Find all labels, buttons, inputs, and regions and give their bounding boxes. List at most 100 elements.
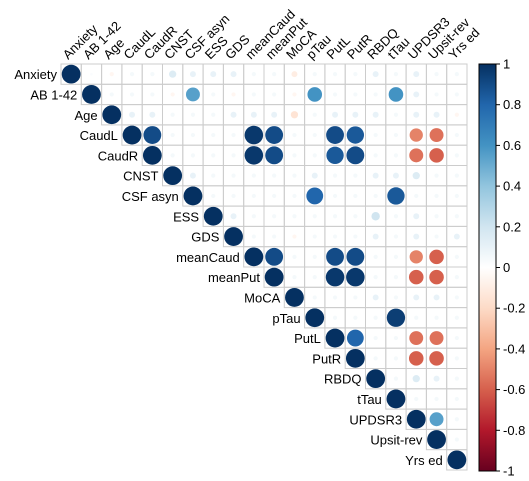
corr-circle-8-17 — [413, 233, 420, 240]
corr-circle-5-19 — [454, 173, 459, 178]
corr-circle-2-5 — [170, 112, 175, 117]
legend-tick-label: -0.2 — [503, 301, 525, 316]
corr-circle-11-15 — [372, 294, 379, 301]
corr-circle-0-19 — [454, 72, 459, 77]
corr-circle-1-1 — [82, 85, 101, 104]
corr-circle-10-14 — [346, 267, 365, 287]
corr-circle-1-2 — [109, 92, 114, 97]
corr-circle-4-10 — [265, 146, 284, 165]
corr-circle-10-19 — [454, 275, 459, 280]
row-label: Yrs ed — [405, 453, 443, 468]
corr-circle-1-17 — [413, 91, 420, 98]
corr-circle-2-8 — [230, 111, 237, 118]
corr-circle-2-12 — [312, 112, 317, 117]
corr-circle-4-13 — [326, 146, 344, 165]
corr-circle-1-19 — [454, 92, 459, 97]
corr-circle-9-9 — [244, 247, 264, 267]
corr-circle-3-12 — [312, 132, 317, 138]
corr-circle-6-7 — [211, 193, 216, 199]
row-label: meanPut — [208, 270, 260, 285]
row-label: GDS — [191, 230, 220, 245]
corr-circle-2-13 — [332, 111, 339, 118]
corr-circle-13-18 — [429, 331, 444, 346]
corr-circle-0-8 — [230, 71, 237, 78]
corr-circle-6-13 — [332, 193, 338, 199]
corr-circle-14-14 — [345, 348, 365, 368]
corr-circle-2-10 — [271, 111, 278, 118]
colorbar — [478, 63, 497, 472]
corr-circle-4-18 — [429, 148, 444, 163]
corr-circle-16-19 — [454, 396, 459, 402]
corr-circle-3-16 — [393, 132, 399, 138]
legend-tick-label: 0 — [503, 260, 510, 275]
corr-circle-12-18 — [434, 315, 439, 320]
corr-circle-14-17 — [408, 351, 424, 366]
corr-circle-0-6 — [189, 71, 196, 78]
corr-circle-16-16 — [386, 389, 406, 409]
corr-circle-0-12 — [312, 72, 317, 77]
corr-circle-6-14 — [353, 193, 358, 199]
corr-circle-3-14 — [346, 126, 365, 144]
corr-circle-4-7 — [211, 153, 216, 158]
corr-circle-8-16 — [393, 234, 399, 239]
corr-circle-3-6 — [190, 132, 196, 138]
corr-circle-8-11 — [292, 234, 297, 239]
corr-circle-8-14 — [353, 234, 358, 239]
corr-circle-14-16 — [393, 356, 399, 361]
corr-circle-6-11 — [292, 193, 297, 199]
corr-circle-10-12 — [312, 275, 317, 280]
corr-circle-3-11 — [292, 132, 297, 138]
corr-circle-8-8 — [224, 227, 243, 246]
corr-circle-5-15 — [372, 172, 379, 179]
corr-circle-15-15 — [366, 369, 386, 389]
corr-circle-0-15 — [372, 71, 379, 78]
corr-circle-6-17 — [414, 193, 419, 199]
corr-circle-2-18 — [433, 111, 440, 118]
corr-circle-2-11 — [290, 111, 299, 119]
corr-circle-15-16 — [393, 376, 399, 381]
legend-tick-label: 0.4 — [503, 179, 521, 194]
corr-circle-13-13 — [325, 328, 345, 348]
corr-circle-13-15 — [373, 335, 378, 341]
corr-circle-8-13 — [332, 234, 338, 239]
corr-circle-12-14 — [353, 315, 358, 320]
corr-circle-9-18 — [429, 249, 444, 265]
corr-circle-10-13 — [325, 267, 345, 287]
corr-circle-9-16 — [393, 254, 399, 259]
corr-circle-2-3 — [129, 111, 136, 118]
correlation-circles — [61, 64, 467, 470]
row-label: tTau — [357, 392, 382, 407]
corr-circle-9-19 — [454, 254, 459, 259]
corr-circle-7-13 — [332, 214, 338, 219]
corr-circle-1-14 — [353, 92, 358, 97]
row-label: ESS — [173, 209, 199, 224]
corr-circle-9-17 — [409, 250, 423, 264]
corr-circle-6-9 — [251, 193, 256, 199]
corr-circle-9-15 — [373, 254, 378, 259]
corr-circle-8-10 — [272, 234, 277, 239]
legend-tick-label: -0.4 — [503, 341, 525, 356]
corr-circle-14-15 — [373, 356, 378, 361]
corr-circle-14-18 — [429, 351, 444, 366]
corr-circle-0-13 — [332, 72, 338, 77]
corr-circle-5-10 — [272, 173, 277, 178]
corr-circle-4-15 — [373, 153, 378, 158]
corr-circle-0-17 — [413, 71, 420, 78]
row-label: Age — [74, 108, 97, 123]
corr-circle-1-10 — [272, 92, 277, 97]
corr-circle-2-16 — [393, 112, 399, 117]
corr-circle-1-13 — [332, 92, 338, 97]
corr-circle-15-17 — [412, 375, 420, 383]
corr-circle-2-17 — [413, 111, 420, 118]
corr-circle-11-14 — [353, 295, 358, 300]
corr-circle-13-16 — [393, 335, 399, 341]
corr-circle-7-11 — [292, 214, 297, 219]
corr-circle-7-8 — [230, 213, 237, 220]
corr-circle-1-5 — [170, 92, 175, 97]
corr-circle-4-12 — [312, 153, 317, 158]
row-labels: Anxiety AB 1-42 Age CaudL CaudR CNST CSF asyn E… — [14, 67, 442, 468]
row-label: PutR — [312, 351, 341, 366]
corr-circle-3-9 — [244, 125, 264, 145]
corr-circle-11-17 — [413, 294, 420, 301]
row-label: pTau — [272, 311, 300, 326]
